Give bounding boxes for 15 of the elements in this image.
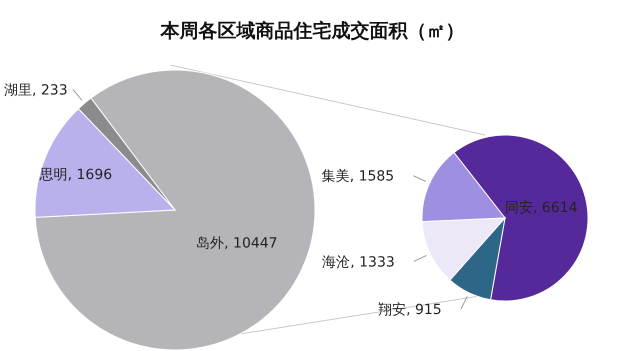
data-label: , 1696 — [68, 166, 112, 183]
slice-label: 翔安 — [378, 302, 406, 318]
slice-label: 同安 — [505, 200, 533, 216]
slice-label: 岛外 — [196, 236, 224, 252]
data-label: , 915 — [406, 302, 442, 318]
slice-label: 海沧 — [322, 254, 350, 270]
chart-title: 本周各区域商品住宅成交面积（㎡） — [159, 19, 466, 44]
data-label: , 1333 — [350, 254, 395, 270]
slice-label: 集美 — [322, 168, 350, 185]
data-label: , 233 — [32, 82, 68, 98]
data-label: , 10447 — [224, 236, 278, 252]
data-label: , 6614 — [533, 200, 578, 216]
data-label: , 1585 — [350, 168, 394, 185]
slice-label: 湖里 — [4, 82, 32, 98]
slice-label: 思明 — [38, 166, 68, 183]
